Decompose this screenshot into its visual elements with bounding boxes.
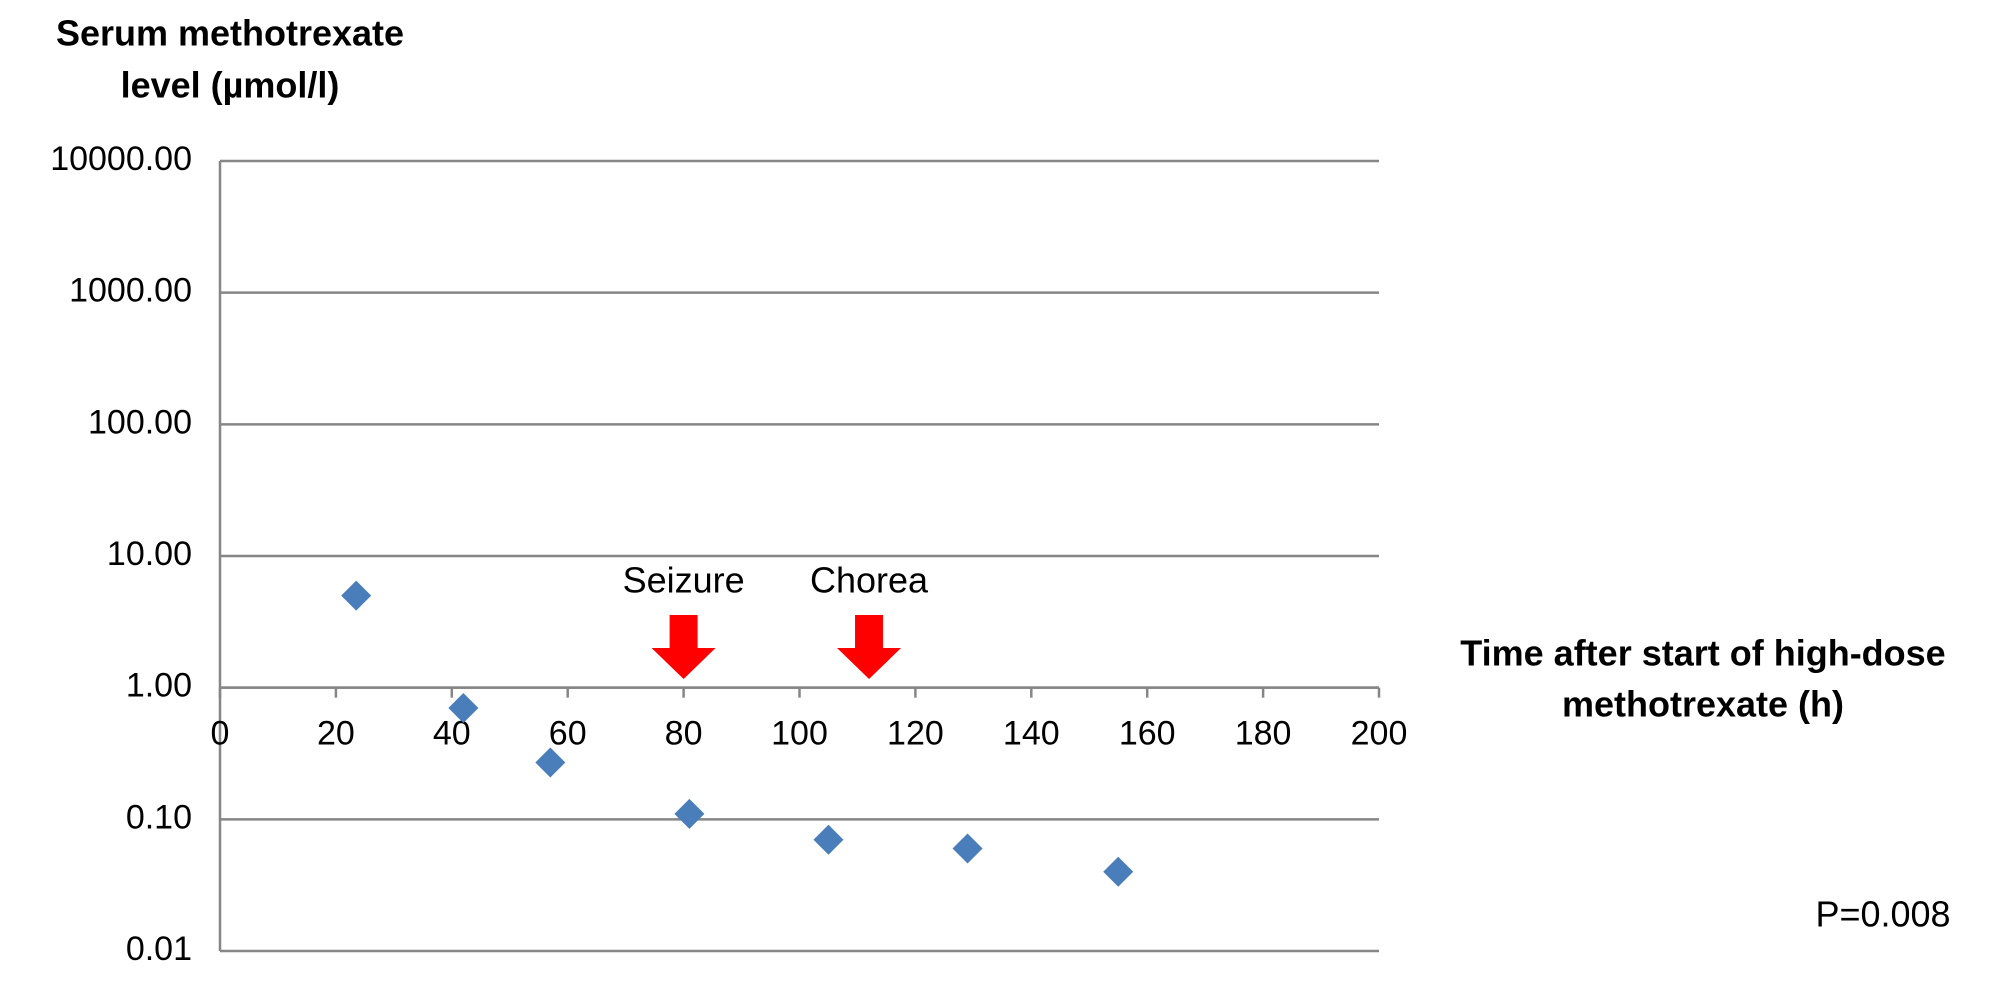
y-axis-title: level (µmol/l) <box>121 65 340 106</box>
x-tick-label: 160 <box>1119 715 1176 753</box>
data-point <box>1103 856 1134 887</box>
x-axis-title: methotrexate (h) <box>1562 684 1844 725</box>
data-point <box>448 693 479 724</box>
data-point <box>535 747 566 778</box>
x-axis-title: Time after start of high-dose <box>1460 633 1945 674</box>
annotation-arrow <box>837 615 902 679</box>
y-tick-label: 1000.00 <box>69 272 192 310</box>
data-point <box>341 580 372 611</box>
y-axis-title: Serum methotrexate <box>56 13 404 54</box>
data-point <box>674 798 705 829</box>
data-point <box>813 824 844 855</box>
y-tick-label: 1.00 <box>126 667 192 705</box>
x-tick-label: 200 <box>1351 715 1408 753</box>
annotation-arrow <box>651 615 716 679</box>
data-point <box>952 833 983 864</box>
y-tick-label: 10000.00 <box>50 140 192 178</box>
x-tick-label: 120 <box>887 715 944 753</box>
annotation-label: Seizure <box>623 560 745 601</box>
p-value-note: P=0.008 <box>1815 894 1950 935</box>
x-tick-label: 20 <box>317 715 355 753</box>
x-tick-label: 140 <box>1003 715 1060 753</box>
y-tick-label: 0.10 <box>126 798 192 836</box>
x-tick-label: 0 <box>211 715 230 753</box>
x-tick-label: 180 <box>1235 715 1292 753</box>
annotation-label: Chorea <box>810 560 929 601</box>
y-tick-label: 100.00 <box>88 403 192 441</box>
y-tick-label: 10.00 <box>107 535 192 573</box>
x-tick-label: 80 <box>665 715 703 753</box>
x-tick-label: 100 <box>771 715 828 753</box>
x-tick-label: 60 <box>549 715 587 753</box>
y-tick-label: 0.01 <box>126 930 192 968</box>
